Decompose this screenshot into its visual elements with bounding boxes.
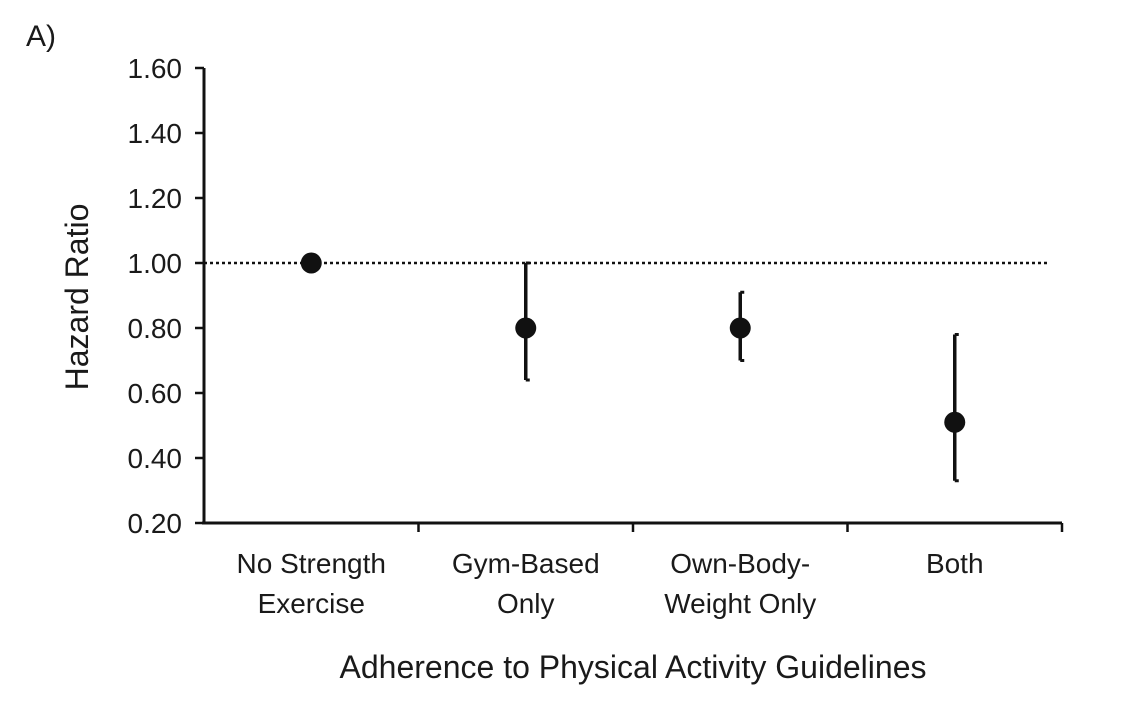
y-tick-label: 0.20 bbox=[128, 508, 183, 539]
panel-label: A) bbox=[26, 20, 56, 53]
x-category-label: Gym-Based bbox=[452, 548, 600, 579]
y-tick-label: 0.80 bbox=[128, 313, 183, 344]
plot-area: 0.20 0.40 0.60 0.80 1.00 1.20 1.40 1.60 No Stren… bbox=[128, 53, 1064, 619]
y-tick-label: 0.40 bbox=[128, 443, 183, 474]
x-category-label: Both bbox=[926, 548, 984, 579]
y-tick-label: 1.40 bbox=[128, 118, 183, 149]
x-axis-title: Adherence to Physical Activity Guideline… bbox=[340, 649, 927, 685]
data-point bbox=[729, 317, 751, 339]
data-point bbox=[944, 411, 966, 433]
x-category-label: Weight Only bbox=[664, 588, 816, 619]
y-tick-label: 1.00 bbox=[128, 248, 183, 279]
x-category-label: Only bbox=[497, 588, 555, 619]
data-point bbox=[515, 317, 537, 339]
x-category-label: No Strength bbox=[237, 548, 386, 579]
y-axis-title: Hazard Ratio bbox=[59, 204, 95, 391]
x-category-label: Own-Body- bbox=[670, 548, 810, 579]
x-category-label: Exercise bbox=[258, 588, 365, 619]
data-point bbox=[300, 252, 322, 274]
y-tick-label: 1.60 bbox=[128, 53, 183, 84]
y-tick-label: 0.60 bbox=[128, 378, 183, 409]
y-tick-label: 1.20 bbox=[128, 183, 183, 214]
